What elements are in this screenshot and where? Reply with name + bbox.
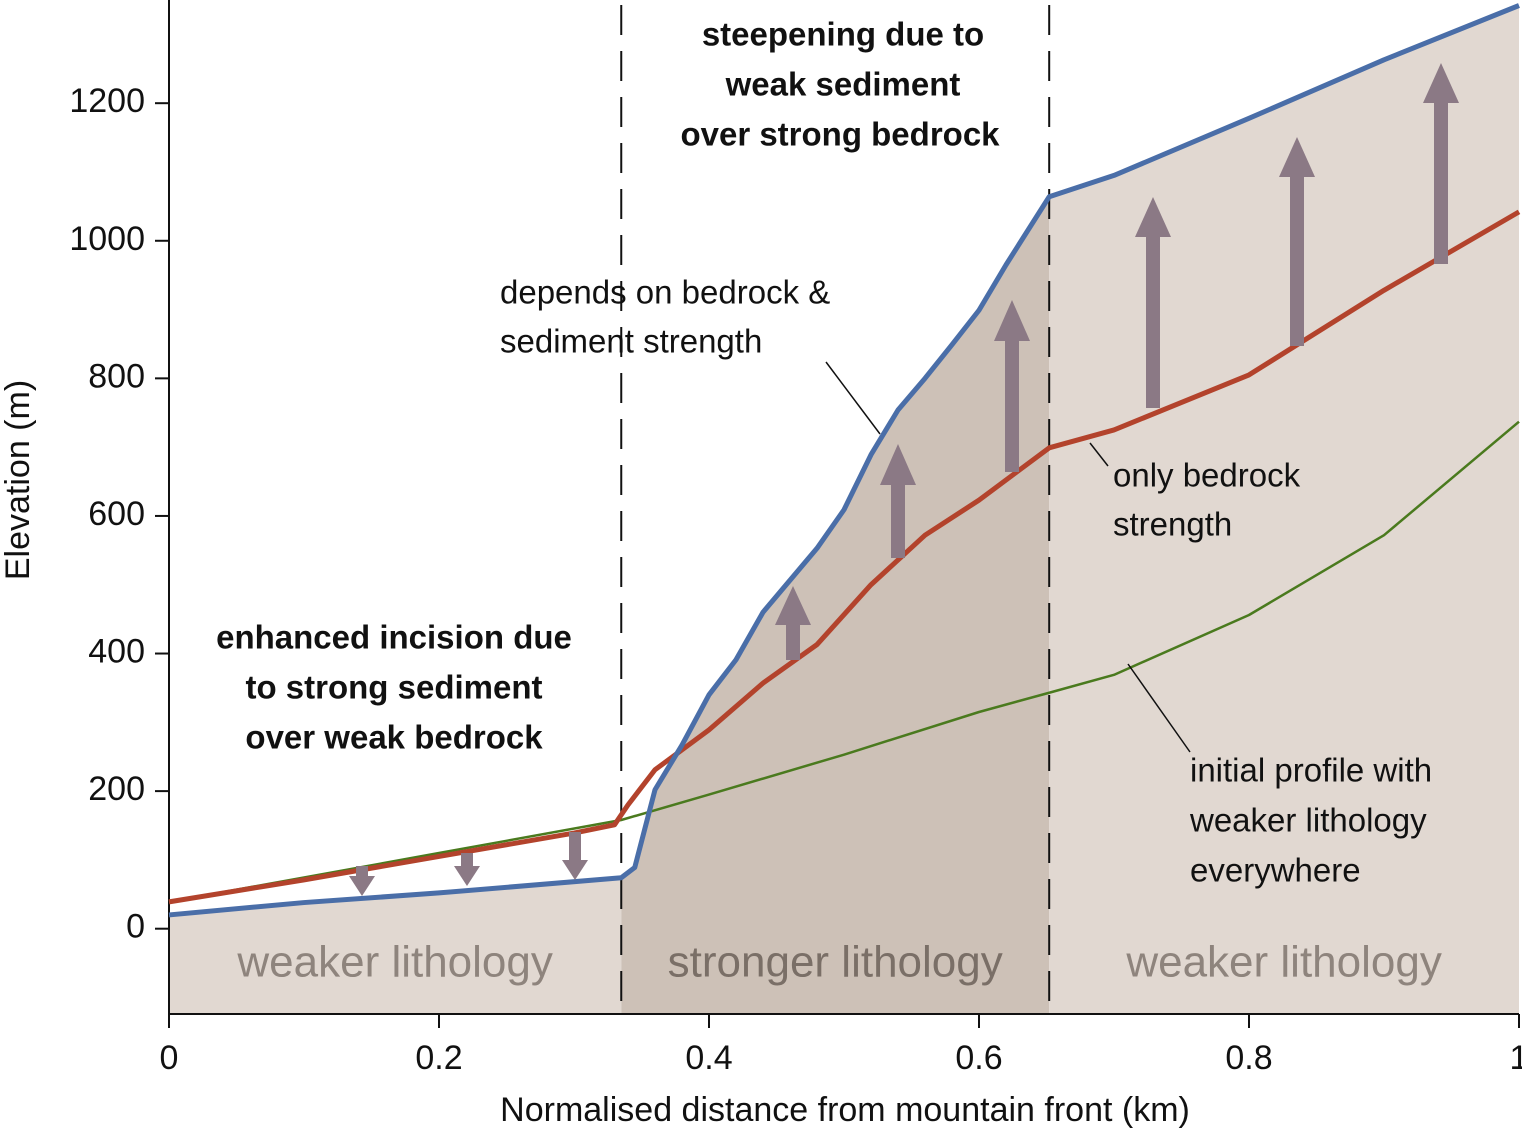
y-tick-label: 200 bbox=[88, 770, 145, 808]
leader-line bbox=[1127, 663, 1191, 753]
leader-line bbox=[825, 361, 881, 435]
annotation: depends on bedrock & bbox=[500, 274, 830, 311]
x-tick-label: 0.2 bbox=[415, 1039, 462, 1077]
arrow bbox=[891, 480, 905, 558]
arrow bbox=[356, 866, 368, 878]
x-tick-label: 0.8 bbox=[1225, 1039, 1272, 1077]
annotation: only bedrock bbox=[1113, 457, 1301, 494]
annotation: over strong bedrock bbox=[680, 116, 1000, 153]
annotation: to strong sediment bbox=[245, 669, 542, 706]
arrow bbox=[1135, 197, 1171, 237]
y-axis-label: Elevation (m) bbox=[0, 380, 37, 580]
annotation: weaker lithology bbox=[1189, 802, 1427, 839]
x-tick-label: 0.4 bbox=[685, 1039, 732, 1077]
arrow bbox=[1434, 98, 1448, 264]
region-label: weaker lithology bbox=[236, 938, 553, 987]
leader-lines bbox=[825, 361, 1191, 753]
profile-line bbox=[168, 3, 1520, 918]
x-axis-label: Normalised distance from mountain front … bbox=[500, 1091, 1190, 1129]
region-label: weaker lithology bbox=[1125, 938, 1442, 987]
annotation: sediment strength bbox=[500, 323, 762, 360]
y-tick-label: 800 bbox=[88, 357, 145, 395]
arrow bbox=[1146, 232, 1160, 408]
change-arrows bbox=[349, 63, 1459, 896]
arrow bbox=[775, 586, 811, 625]
profile-line bbox=[168, 420, 1520, 904]
y-tick-label: 600 bbox=[88, 495, 145, 533]
annotation: weak sediment bbox=[725, 66, 961, 103]
region-label: stronger lithology bbox=[668, 938, 1003, 987]
annotation: enhanced incision due bbox=[216, 619, 572, 656]
arrow bbox=[454, 866, 480, 886]
plot: weaker lithology stronger lithology weaker… bbox=[69, 0, 1522, 1077]
annotation: everywhere bbox=[1190, 852, 1361, 889]
x-tick-label: 1 bbox=[1510, 1039, 1522, 1077]
arrow bbox=[1279, 137, 1315, 177]
arrow bbox=[1423, 63, 1459, 103]
arrow bbox=[562, 860, 588, 880]
y-tick-label: 1200 bbox=[69, 82, 145, 120]
annotation: steepening due to bbox=[702, 16, 984, 53]
arrow bbox=[994, 300, 1030, 341]
y-tick-label: 400 bbox=[88, 633, 145, 671]
x-tick-label: 0.6 bbox=[955, 1039, 1002, 1077]
arrow bbox=[569, 832, 581, 862]
annotations: steepening due to weak sediment over str… bbox=[216, 16, 1432, 889]
x-tick-label: 0 bbox=[160, 1039, 179, 1077]
arrow bbox=[349, 876, 375, 896]
arrow bbox=[1005, 336, 1019, 472]
y-tick-label: 0 bbox=[126, 908, 145, 946]
y-tick-label: 1000 bbox=[69, 220, 145, 258]
annotation: over weak bedrock bbox=[245, 719, 543, 756]
profile-line bbox=[168, 209, 1521, 905]
arrow bbox=[1290, 172, 1304, 346]
arrow bbox=[461, 853, 473, 867]
arrow bbox=[786, 620, 800, 660]
annotation: initial profile with bbox=[1190, 752, 1432, 789]
leader-line bbox=[1089, 442, 1109, 467]
annotation: strength bbox=[1113, 506, 1232, 543]
arrow bbox=[880, 444, 916, 485]
